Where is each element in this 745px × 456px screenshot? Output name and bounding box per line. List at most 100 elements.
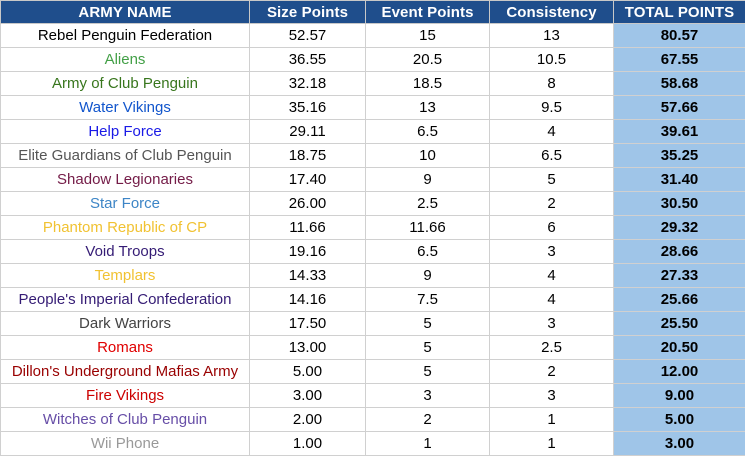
army-name-cell: Water Vikings	[1, 96, 250, 120]
event-points-cell: 6.5	[366, 240, 490, 264]
total-points-cell: 57.66	[614, 96, 745, 120]
size-points-cell: 17.40	[250, 168, 366, 192]
size-points-cell: 11.66	[250, 216, 366, 240]
event-points-cell: 10	[366, 144, 490, 168]
total-points-cell: 58.68	[614, 72, 745, 96]
total-points-cell: 3.00	[614, 432, 745, 456]
event-points-cell: 13	[366, 96, 490, 120]
header-total-points: TOTAL POINTS	[614, 1, 745, 24]
consistency-cell: 2.5	[490, 336, 614, 360]
event-points-cell: 7.5	[366, 288, 490, 312]
event-points-cell: 5	[366, 312, 490, 336]
army-name-cell: Void Troops	[1, 240, 250, 264]
army-name-cell: Aliens	[1, 48, 250, 72]
total-points-cell: 39.61	[614, 120, 745, 144]
size-points-cell: 1.00	[250, 432, 366, 456]
header-army-name: ARMY NAME	[1, 1, 250, 24]
total-points-cell: 80.57	[614, 24, 745, 48]
event-points-cell: 20.5	[366, 48, 490, 72]
event-points-cell: 15	[366, 24, 490, 48]
event-points-cell: 1	[366, 432, 490, 456]
consistency-cell: 4	[490, 288, 614, 312]
consistency-cell: 1	[490, 408, 614, 432]
size-points-cell: 35.16	[250, 96, 366, 120]
total-points-cell: 31.40	[614, 168, 745, 192]
size-points-cell: 29.11	[250, 120, 366, 144]
event-points-cell: 11.66	[366, 216, 490, 240]
total-points-cell: 27.33	[614, 264, 745, 288]
army-name-cell: Elite Guardians of Club Penguin	[1, 144, 250, 168]
consistency-cell: 8	[490, 72, 614, 96]
total-points-cell: 25.66	[614, 288, 745, 312]
size-points-cell: 5.00	[250, 360, 366, 384]
header-event-points: Event Points	[366, 1, 490, 24]
header-size-points: Size Points	[250, 1, 366, 24]
consistency-cell: 3	[490, 384, 614, 408]
army-name-cell: Rebel Penguin Federation	[1, 24, 250, 48]
consistency-cell: 6.5	[490, 144, 614, 168]
event-points-cell: 2	[366, 408, 490, 432]
consistency-cell: 5	[490, 168, 614, 192]
size-points-cell: 18.75	[250, 144, 366, 168]
army-name-cell: Fire Vikings	[1, 384, 250, 408]
size-points-cell: 19.16	[250, 240, 366, 264]
event-points-cell: 9	[366, 168, 490, 192]
event-points-cell: 5	[366, 360, 490, 384]
total-points-cell: 35.25	[614, 144, 745, 168]
consistency-cell: 3	[490, 312, 614, 336]
army-name-cell: Phantom Republic of CP	[1, 216, 250, 240]
size-points-cell: 3.00	[250, 384, 366, 408]
army-name-cell: Witches of Club Penguin	[1, 408, 250, 432]
size-points-cell: 52.57	[250, 24, 366, 48]
consistency-cell: 1	[490, 432, 614, 456]
total-points-cell: 67.55	[614, 48, 745, 72]
size-points-cell: 26.00	[250, 192, 366, 216]
size-points-cell: 2.00	[250, 408, 366, 432]
total-points-cell: 9.00	[614, 384, 745, 408]
total-points-cell: 30.50	[614, 192, 745, 216]
event-points-cell: 9	[366, 264, 490, 288]
army-name-cell: Shadow Legionaries	[1, 168, 250, 192]
header-row: ARMY NAME Size Points Event Points Consi…	[1, 1, 745, 24]
total-points-cell: 29.32	[614, 216, 745, 240]
consistency-cell: 2	[490, 360, 614, 384]
size-points-cell: 17.50	[250, 312, 366, 336]
event-points-cell: 3	[366, 384, 490, 408]
size-points-cell: 32.18	[250, 72, 366, 96]
consistency-cell: 13	[490, 24, 614, 48]
army-name-cell: Wii Phone	[1, 432, 250, 456]
consistency-cell: 4	[490, 264, 614, 288]
consistency-cell: 3	[490, 240, 614, 264]
table-header: ARMY NAME Size Points Event Points Consi…	[1, 1, 745, 24]
total-points-cell: 25.50	[614, 312, 745, 336]
event-points-cell: 6.5	[366, 120, 490, 144]
header-consistency: Consistency	[490, 1, 614, 24]
army-name-cell: Army of Club Penguin	[1, 72, 250, 96]
army-name-cell: Star Force	[1, 192, 250, 216]
event-points-cell: 2.5	[366, 192, 490, 216]
size-points-cell: 36.55	[250, 48, 366, 72]
army-name-cell: Romans	[1, 336, 250, 360]
event-points-cell: 18.5	[366, 72, 490, 96]
army-name-cell: Dark Warriors	[1, 312, 250, 336]
army-name-cell: People's Imperial Confederation	[1, 288, 250, 312]
consistency-cell: 2	[490, 192, 614, 216]
army-name-cell: Help Force	[1, 120, 250, 144]
